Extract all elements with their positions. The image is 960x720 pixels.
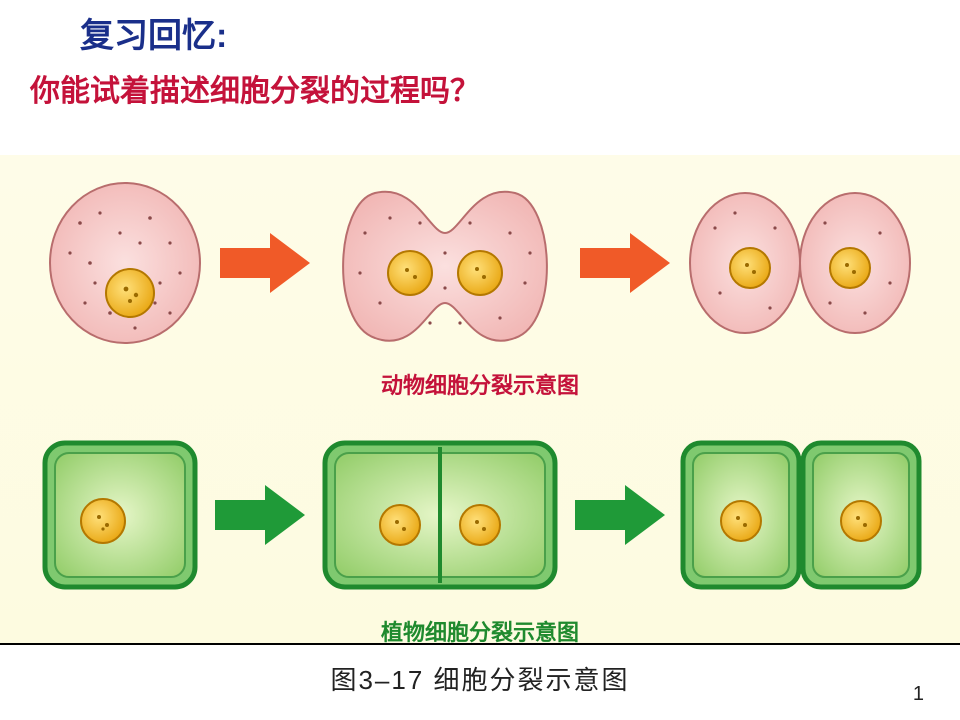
- plant-cell-stage2: [315, 425, 565, 605]
- plant-row-label: 植物细胞分裂示意图: [0, 615, 960, 647]
- plant-cell-row: [0, 425, 960, 605]
- arrow-icon: [575, 480, 665, 550]
- page-number: 1: [913, 683, 924, 706]
- animal-cell-stage3: [680, 173, 920, 353]
- figure-area: 动物细胞分裂示意图: [0, 155, 960, 645]
- review-title: 复习回忆:: [80, 8, 227, 57]
- plant-cell-stage3: [675, 425, 925, 605]
- animal-cell-stage2: [320, 173, 570, 353]
- animal-row-label: 动物细胞分裂示意图: [0, 368, 960, 400]
- arrow-icon: [220, 228, 310, 298]
- arrow-icon: [580, 228, 670, 298]
- animal-cell-row: [0, 173, 960, 353]
- animal-cell-stage1: [40, 173, 210, 353]
- figure-caption: 图3–17 细胞分裂示意图: [0, 660, 960, 697]
- question-text: 你能试着描述细胞分裂的过程吗？: [30, 66, 480, 110]
- plant-cell-stage1: [35, 425, 205, 605]
- arrow-icon: [215, 480, 305, 550]
